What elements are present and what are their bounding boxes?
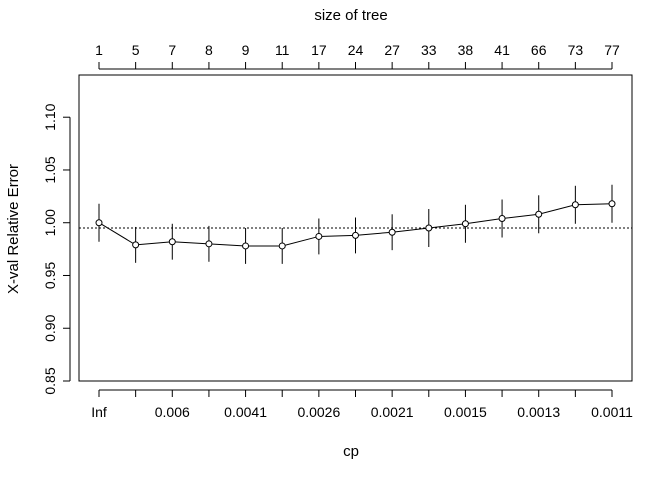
data-point: [205, 240, 213, 248]
x-tick-label: Inf: [91, 404, 107, 420]
data-point: [352, 231, 359, 239]
data-point: [608, 200, 616, 208]
data-point: [461, 220, 469, 228]
top-tick-label: 38: [458, 42, 474, 58]
y-tick-label: 0.85: [42, 367, 58, 394]
data-point: [278, 242, 286, 250]
top-tick-label: 27: [384, 42, 400, 58]
data-point: [95, 219, 103, 227]
data-point: [315, 232, 323, 240]
top-axis-title: size of tree: [314, 7, 387, 24]
top-tick-label: 24: [348, 42, 364, 58]
y-axis-title: X-val Relative Error: [5, 164, 22, 294]
top-tick-label: 5: [132, 42, 140, 58]
data-point: [535, 210, 543, 218]
x-tick-label: 0.0013: [517, 404, 560, 420]
top-tick-label: 73: [568, 42, 584, 58]
x-tick-label: 0.0021: [371, 404, 414, 420]
data-point: [425, 224, 433, 232]
x-tick-label: 0.0041: [224, 404, 267, 420]
y-tick-label: 0.95: [42, 262, 58, 289]
y-tick-label: 1.10: [42, 103, 58, 130]
data-point: [388, 228, 396, 236]
top-tick-label: 41: [494, 42, 510, 58]
top-tick-label: 17: [311, 42, 327, 58]
top-tick-label: 66: [531, 42, 547, 58]
data-point: [242, 242, 250, 250]
data-point: [168, 238, 176, 246]
data-point: [132, 241, 140, 249]
top-tick-label: 11: [275, 42, 290, 58]
top-tick-label: 33: [421, 42, 437, 58]
top-tick-label: 8: [205, 42, 213, 58]
y-tick-label: 1.00: [42, 209, 58, 236]
x-axis-title: cp: [343, 443, 359, 460]
y-tick-label: 1.05: [42, 156, 58, 183]
x-tick-label: 0.0011: [591, 404, 633, 420]
x-tick-label: 0.0015: [444, 404, 487, 420]
data-point: [498, 215, 506, 223]
top-tick-label: 7: [168, 42, 176, 58]
y-tick-label: 0.90: [42, 314, 58, 341]
x-tick-label: 0.0026: [297, 404, 340, 420]
top-tick-label: 1: [95, 42, 103, 58]
top-tick-label: 9: [242, 42, 250, 58]
top-tick-label: 77: [604, 42, 620, 58]
x-tick-label: 0.006: [155, 404, 190, 420]
data-point: [571, 201, 579, 209]
